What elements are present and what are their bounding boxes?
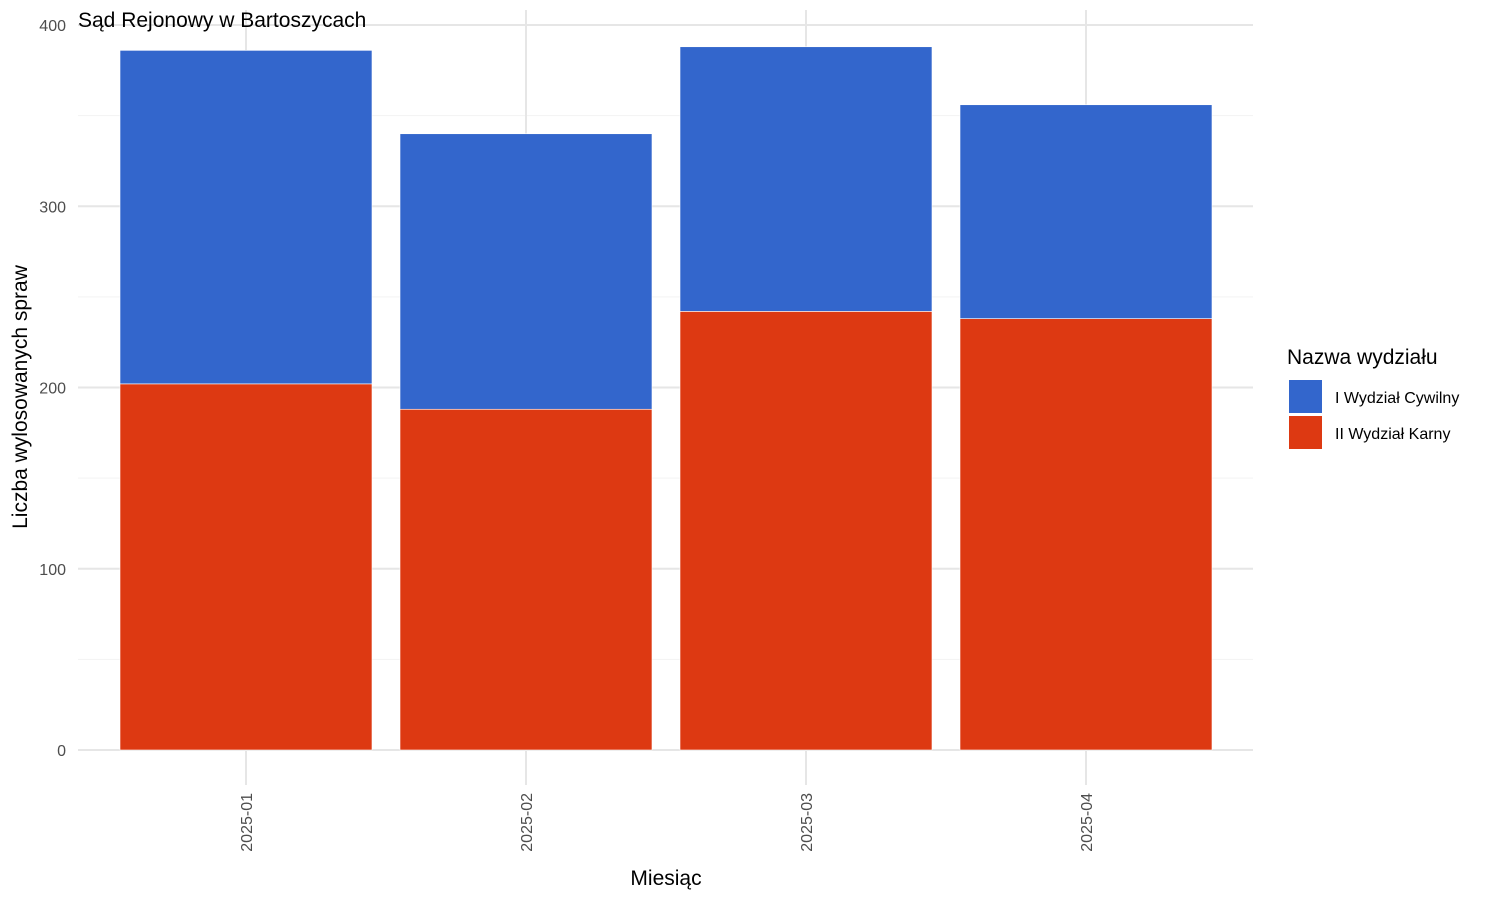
legend-label: I Wydział Cywilny <box>1335 390 1459 407</box>
y-axis-title: Liczba wylosowanych spraw <box>9 264 32 529</box>
bar-segment <box>119 50 373 385</box>
bar-segment <box>119 383 373 751</box>
legend-items: I Wydział Cywilny II Wydział Karny <box>1289 380 1459 449</box>
legend-label: II Wydział Karny <box>1335 426 1450 443</box>
bar-segment <box>959 318 1213 751</box>
bar-segment <box>679 311 933 751</box>
bar-segment <box>959 104 1213 319</box>
y-tick-label: 300 <box>39 199 66 216</box>
bars <box>119 46 1213 751</box>
y-axis-tick-labels: 0 100 200 300 400 <box>39 18 66 760</box>
bar-segment <box>399 408 653 751</box>
x-tick-label: 2025-03 <box>799 793 816 852</box>
x-tick-label: 2025-02 <box>519 793 536 852</box>
x-axis-tick-labels: 2025-01 2025-02 2025-03 2025-04 <box>239 793 1096 852</box>
bar-segment <box>679 46 933 312</box>
y-tick-label: 100 <box>39 562 66 579</box>
legend-key <box>1289 380 1322 413</box>
x-tick-label: 2025-01 <box>239 793 256 852</box>
y-tick-label: 200 <box>39 381 66 398</box>
x-tick-label: 2025-04 <box>1079 793 1096 852</box>
legend: Nazwa wydziału I Wydział Cywilny II Wydzi… <box>1287 346 1459 449</box>
y-tick-label: 400 <box>39 18 66 35</box>
legend-key <box>1289 416 1322 449</box>
x-axis-title: Miesiąc <box>630 867 701 890</box>
chart-title: Sąd Rejonowy w Bartoszycach <box>78 9 366 32</box>
y-tick-label: 0 <box>57 743 66 760</box>
legend-title: Nazwa wydziału <box>1287 346 1438 369</box>
bar-segment <box>399 133 653 410</box>
